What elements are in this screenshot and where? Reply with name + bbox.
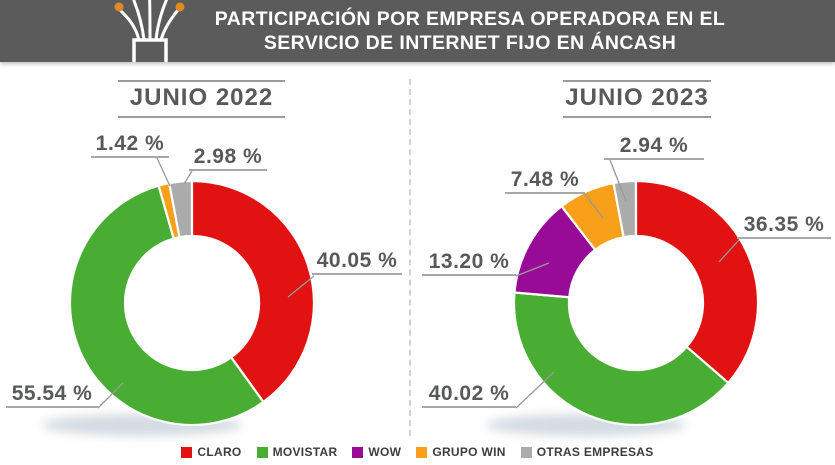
donut-slice-movistar-junio-2023 [512, 291, 730, 427]
callout-leader-line [515, 371, 555, 409]
percent-callout: 13.20 % [422, 249, 516, 276]
legend-swatch [256, 446, 268, 458]
legend-swatch [416, 446, 428, 458]
percent-callout: 55.54 % [6, 381, 98, 408]
legend-swatch [181, 446, 193, 458]
chart-title-junio-2022: JUNIO 2022 [118, 80, 285, 118]
percent-callout: 40.02 % [422, 381, 516, 408]
legend-label: MOVISTAR [272, 445, 338, 459]
callout-leader-line [609, 159, 627, 202]
legend-label: GRUPO WIN [432, 445, 506, 459]
percent-callout: 1.42 % [91, 131, 169, 158]
percent-callout: 40.05 % [312, 248, 402, 275]
callout-leader-line [97, 382, 124, 409]
page-title-line2: SERVICIO DE INTERNET FIJO EN ÁNCASH [263, 32, 677, 54]
legend-swatch [520, 446, 532, 458]
percent-callout: 36.35 % [737, 212, 831, 239]
legend-item-movistar: MOVISTAR [256, 445, 338, 459]
callout-leader-line [584, 193, 604, 219]
header-banner: PARTICIPACIÓN POR EMPRESA OPERADORA EN E… [0, 0, 835, 62]
donut-slice-otras-empresas-junio-2023 [612, 179, 638, 239]
section-divider [409, 79, 411, 436]
chart-title-junio-2023: JUNIO 2023 [563, 80, 711, 118]
legend-label: OTRAS EMPRESAS [536, 445, 654, 459]
donut-slice-claro-junio-2022 [190, 179, 316, 404]
page-title: PARTICIPACIÓN POR EMPRESA OPERADORA EN E… [0, 7, 835, 55]
donut-slice-movistar-junio-2022 [68, 184, 265, 427]
page-title-line1: PARTICIPACIÓN POR EMPRESA OPERADORA EN E… [214, 8, 726, 30]
callout-leader-line [718, 239, 740, 263]
legend-swatch [352, 446, 364, 458]
donut-slice-claro-junio-2023 [634, 179, 760, 384]
legend-item-grupo-win: GRUPO WIN [416, 445, 505, 459]
callout-leader-line [183, 170, 193, 185]
percent-callout: 7.48 % [505, 167, 585, 194]
legend-item-wow: WOW [352, 445, 401, 459]
callout-leader-line [156, 157, 171, 187]
fiber-optic-cable-icon [114, 0, 185, 62]
legend-label: WOW [368, 445, 402, 459]
callout-leader-line [515, 262, 550, 277]
percent-callout: 2.94 % [604, 133, 704, 160]
percent-callout: 2.98 % [189, 144, 267, 171]
chart-legend: CLARO MOVISTAR WOW GRUPO WIN OTRAS EMPRESAS [0, 445, 835, 465]
callout-leader-line [287, 275, 315, 298]
legend-item-otras-empresas: OTRAS EMPRESAS [520, 445, 654, 459]
legend-label: CLARO [197, 445, 242, 459]
legend-item-claro: CLARO [181, 445, 241, 459]
donut-slice-otras-empresas-junio-2022 [168, 179, 194, 239]
